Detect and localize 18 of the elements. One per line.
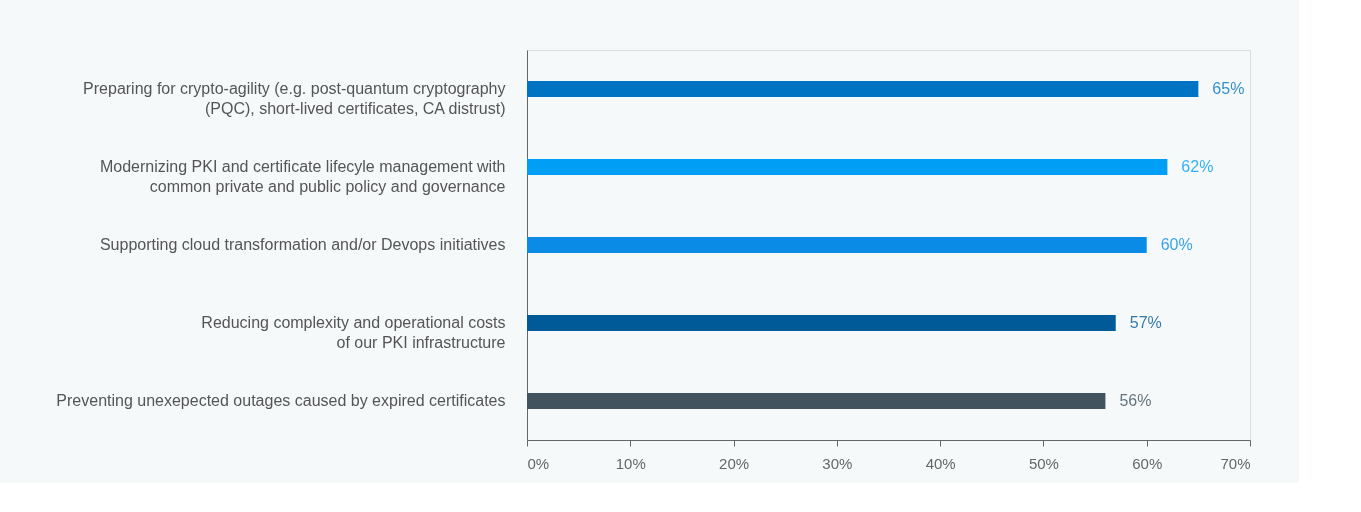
- y-tick-label: Modernizing PKI and certificate lifecyle management with common private and public policy and governance: [99, 158, 506, 195]
- data-label: 62%: [1181, 158, 1214, 175]
- data-label: 57%: [1129, 314, 1162, 331]
- data-label: 60%: [1160, 236, 1193, 253]
- data-label: 56%: [1119, 392, 1152, 409]
- y-tick-label: Supporting cloud transformation and/or Devops initiatives: [99, 236, 506, 253]
- data-label: 65%: [1212, 80, 1245, 97]
- x-tick-label: 40%: [925, 454, 956, 472]
- y-tick-label: Preparing for crypto-agility (e.g. post-quantum cryptography (PQC), short-lived certificates, CA distrust): [83, 80, 506, 117]
- x-tick-label: 60%: [1132, 454, 1163, 472]
- x-tick-label: 10%: [615, 454, 646, 472]
- x-tick-label: 20%: [719, 454, 750, 472]
- x-tick-label: 50%: [1028, 454, 1059, 472]
- x-tick-label: 0%: [527, 454, 550, 472]
- x-tick-label: 70%: [1220, 454, 1251, 472]
- y-tick-label: Preventing unexepected outages caused by expired certificates: [56, 392, 506, 409]
- y-tick-label: Reducing complexity and operational costs of our PKI infrastructure: [201, 314, 506, 351]
- x-tick-label: 30%: [822, 454, 853, 472]
